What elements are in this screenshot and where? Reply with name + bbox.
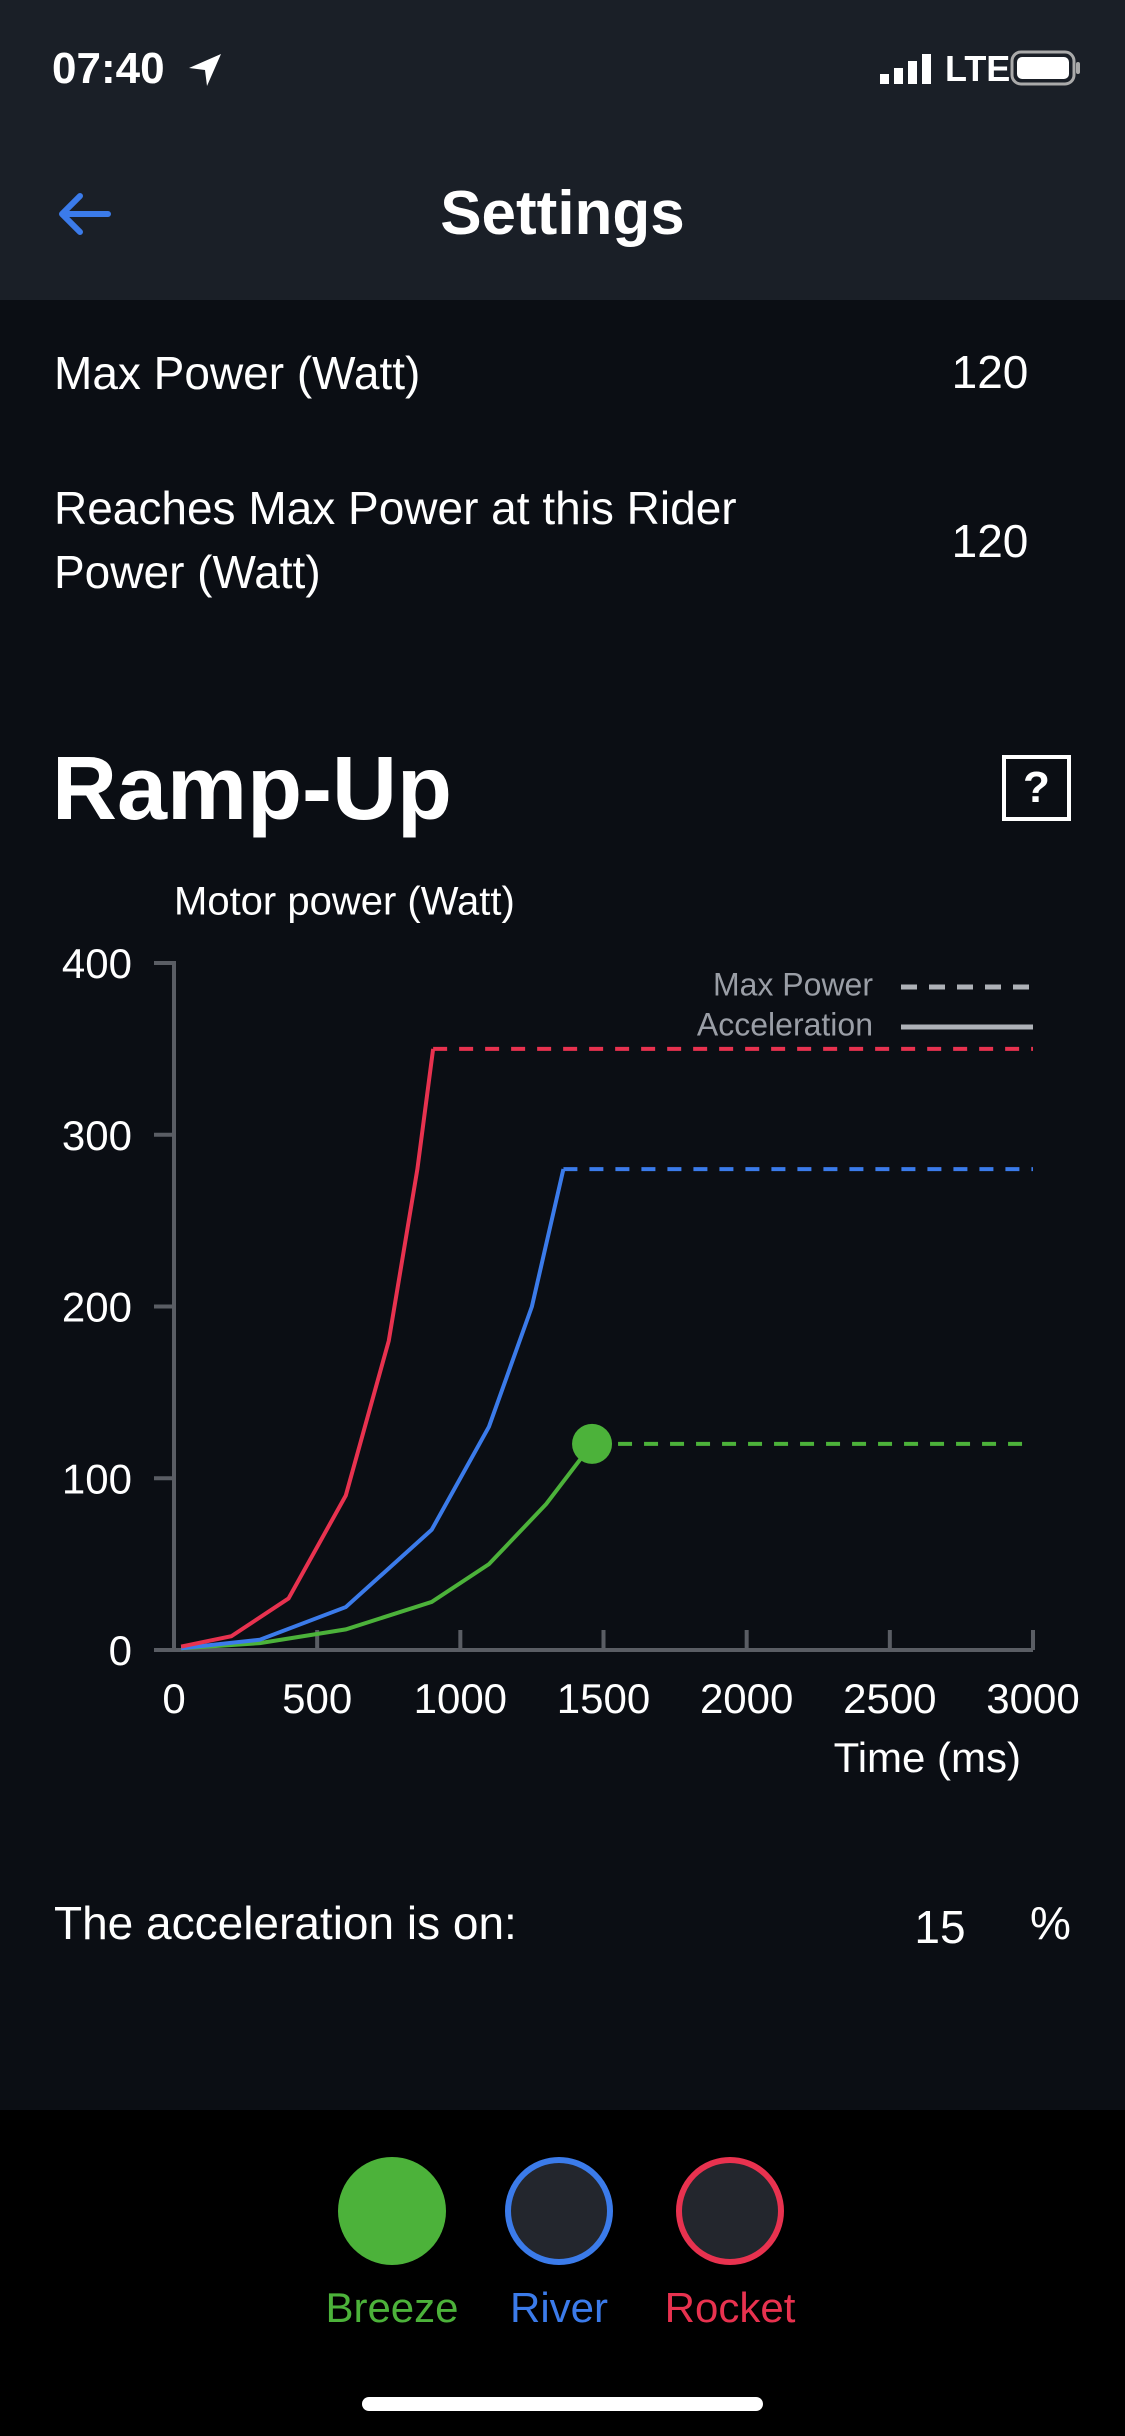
x-tick-label: 500 xyxy=(282,1675,352,1722)
signal-icon xyxy=(880,54,931,84)
legend-label: Max Power xyxy=(713,966,873,1002)
setting-value[interactable]: 120 xyxy=(951,346,1029,398)
ramp-curve xyxy=(180,1048,436,1649)
mode-label: Breeze xyxy=(325,2284,458,2331)
mode-button[interactable] xyxy=(505,2157,613,2265)
page-title: Settings xyxy=(440,179,685,248)
x-tick-label: 0 xyxy=(162,1675,185,1722)
ramp-curve xyxy=(181,1442,594,1651)
y-tick-label: 400 xyxy=(62,940,132,987)
acceleration-value[interactable]: 15 xyxy=(914,1901,966,1953)
setting-label: Reaches Max Power at this Rider Power (W… xyxy=(54,482,737,598)
y-tick-label: 100 xyxy=(62,1455,132,1502)
mode-label: Rocket xyxy=(665,2284,796,2331)
y-axis-title: Motor power (Watt) xyxy=(174,880,515,924)
home-indicator xyxy=(362,2397,763,2411)
x-tick-label: 2000 xyxy=(700,1675,793,1722)
status-time: 07:40 xyxy=(52,44,165,93)
mode-label: River xyxy=(510,2284,608,2331)
acceleration-unit: % xyxy=(1030,1897,1071,1949)
x-tick-label: 1000 xyxy=(414,1675,507,1722)
mode-button[interactable] xyxy=(338,2157,446,2265)
x-axis-title: Time (ms) xyxy=(834,1734,1021,1781)
x-tick-label: 2500 xyxy=(843,1675,936,1722)
section-title: Ramp-Up xyxy=(52,739,452,839)
back-button[interactable] xyxy=(56,190,116,240)
y-tick-label: 0 xyxy=(109,1627,132,1674)
battery-icon xyxy=(1010,50,1080,86)
acceleration-label: The acceleration is on: xyxy=(54,1897,517,1949)
x-tick-label: 3000 xyxy=(986,1675,1079,1722)
y-tick-label: 300 xyxy=(62,1112,132,1159)
location-icon xyxy=(189,54,221,86)
legend-label: Acceleration xyxy=(697,1006,873,1042)
ramp-curve xyxy=(180,1168,566,1651)
setting-label: Max Power (Watt) xyxy=(54,347,421,399)
status-network: LTE xyxy=(945,48,1011,89)
selected-point xyxy=(572,1423,613,1464)
setting-value[interactable]: 120 xyxy=(951,515,1029,567)
header: 07:40 LTE Settings xyxy=(0,0,1125,300)
y-tick-label: 200 xyxy=(62,1284,132,1331)
x-tick-label: 1500 xyxy=(557,1675,650,1722)
help-button[interactable]: ? xyxy=(1002,755,1071,821)
mode-button[interactable] xyxy=(676,2157,784,2265)
